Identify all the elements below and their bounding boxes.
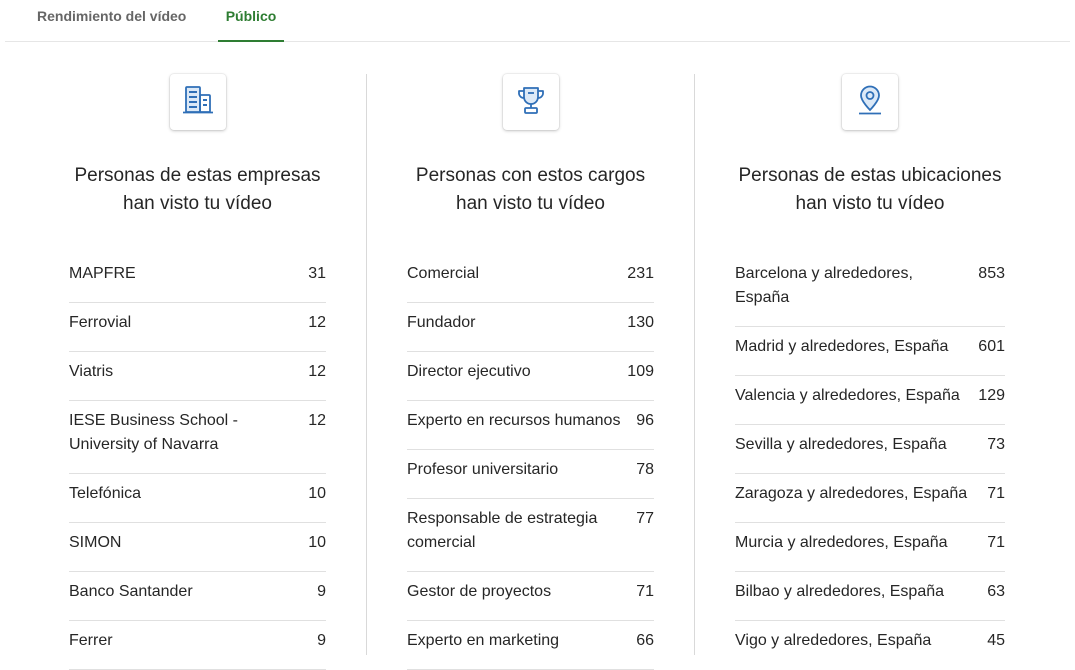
viewer-count: 31 xyxy=(308,265,326,282)
viewer-count: 109 xyxy=(627,363,654,380)
job-title: Gestor de proyectos xyxy=(407,583,552,600)
location-name: Valencia y alrededores, España xyxy=(735,387,960,404)
companies-icon-card xyxy=(170,74,226,130)
viewer-count: 78 xyxy=(636,461,654,478)
viewer-count: 73 xyxy=(987,436,1005,453)
list-item: Profesor universitario 78 xyxy=(407,450,654,499)
job-title: Fundador xyxy=(407,314,476,331)
location-name: Madrid y alrededores, España xyxy=(735,338,949,355)
list-item: Comercial 231 xyxy=(407,254,654,303)
company-name: MAPFRE xyxy=(69,265,136,282)
location-name: Bilbao y alrededores, España xyxy=(735,583,945,600)
job-title: Comercial xyxy=(407,265,480,282)
list-item: Vigo y alrededores, España 45 xyxy=(735,621,1005,669)
list-item: Bilbao y alrededores, España 63 xyxy=(735,572,1005,621)
job-title: Experto en marketing xyxy=(407,632,560,649)
viewer-count: 45 xyxy=(987,632,1005,649)
building-icon xyxy=(181,83,215,122)
list-item: Experto en marketing 66 xyxy=(407,621,654,670)
heading-line: Personas con estos cargos xyxy=(415,165,646,186)
list-item: Viatris 12 xyxy=(69,352,326,401)
location-name: Zaragoza y alrededores, España xyxy=(735,485,968,502)
list-item: Telefónica 10 xyxy=(69,474,326,523)
list-item: Director ejecutivo 109 xyxy=(407,352,654,401)
viewer-count: 601 xyxy=(978,338,1005,355)
list-item: Zaragoza y alrededores, España 71 xyxy=(735,474,1005,523)
location-name: Vigo y alrededores, España xyxy=(735,632,932,649)
viewer-count: 853 xyxy=(978,265,1005,282)
tab-audience[interactable]: Público xyxy=(218,0,284,42)
list-item: IESE Business School - University of Nav… xyxy=(69,401,326,474)
job-title: Director ejecutivo xyxy=(407,363,531,380)
companies-list: MAPFRE 31 Ferrovial 12 Viatris 12 IESE Busi… xyxy=(69,254,326,670)
viewer-count: 12 xyxy=(308,314,326,331)
viewer-count: 71 xyxy=(636,583,654,600)
company-name: SIMON xyxy=(69,534,122,551)
company-name: IESE Business School - University of Nav… xyxy=(69,412,238,453)
list-item: Responsable de estrategia comercial 77 xyxy=(407,499,654,572)
viewer-count: 12 xyxy=(308,412,326,429)
viewer-count: 12 xyxy=(308,363,326,380)
viewer-count: 9 xyxy=(317,583,326,600)
viewer-count: 10 xyxy=(308,534,326,551)
company-name: Telefónica xyxy=(69,485,142,502)
list-item: Gestor de proyectos 71 xyxy=(407,572,654,621)
companies-heading: Personas de estas empresas han visto tu … xyxy=(69,162,326,218)
list-item: Experto en recursos humanos 96 xyxy=(407,401,654,450)
locations-icon-card xyxy=(842,74,898,130)
list-item: Ferrer 9 xyxy=(69,621,326,670)
list-item: SIMON 10 xyxy=(69,523,326,572)
job-titles-icon-card xyxy=(503,74,559,130)
list-item: Banco Santander 9 xyxy=(69,572,326,621)
job-title: Responsable de estrategia comercial xyxy=(407,510,598,551)
column-divider xyxy=(366,74,367,655)
job-titles-list: Comercial 231 Fundador 130 Director ejecut… xyxy=(407,254,654,670)
list-item: MAPFRE 31 xyxy=(69,254,326,303)
list-item: Ferrovial 12 xyxy=(69,303,326,352)
location-pin-icon xyxy=(853,83,887,122)
heading-line: Personas de estas ubicaciones xyxy=(738,165,1002,186)
company-name: Ferrer xyxy=(69,632,113,649)
viewer-count: 130 xyxy=(627,314,654,331)
heading-line: han visto tu vídeo xyxy=(123,193,272,214)
company-name: Viatris xyxy=(69,363,114,380)
job-title: Experto en recursos humanos xyxy=(407,412,621,429)
viewer-count: 231 xyxy=(627,265,654,282)
locations-list: Barcelona y alrededores, España 853 Madri… xyxy=(735,254,1005,669)
column-divider xyxy=(694,74,695,655)
job-title: Profesor universitario xyxy=(407,461,559,478)
heading-line: Personas de estas empresas xyxy=(74,165,321,186)
job-titles-heading: Personas con estos cargos han visto tu v… xyxy=(407,162,654,218)
viewer-count: 66 xyxy=(636,632,654,649)
heading-line: han visto tu vídeo xyxy=(456,193,605,214)
location-name: Murcia y alrededores, España xyxy=(735,534,948,551)
location-name: Barcelona y alrededores, España xyxy=(735,265,913,306)
list-item: Barcelona y alrededores, España 853 xyxy=(735,254,1005,327)
viewer-count: 96 xyxy=(636,412,654,429)
tab-bar: Rendimiento del vídeo Público xyxy=(5,0,1070,42)
list-item: Fundador 130 xyxy=(407,303,654,352)
viewer-count: 10 xyxy=(308,485,326,502)
location-name: Sevilla y alrededores, España xyxy=(735,436,947,453)
trophy-icon xyxy=(514,83,548,122)
viewer-count: 71 xyxy=(987,534,1005,551)
list-item: Sevilla y alrededores, España 73 xyxy=(735,425,1005,474)
viewer-count: 77 xyxy=(636,510,654,527)
heading-line: han visto tu vídeo xyxy=(795,193,945,214)
list-item: Madrid y alrededores, España 601 xyxy=(735,327,1005,376)
viewer-count: 63 xyxy=(987,583,1005,600)
viewer-count: 9 xyxy=(317,632,326,649)
tab-video-performance[interactable]: Rendimiento del vídeo xyxy=(37,8,187,24)
list-item: Valencia y alrededores, España 129 xyxy=(735,376,1005,425)
viewer-count: 129 xyxy=(978,387,1005,404)
locations-heading: Personas de estas ubicaciones han visto … xyxy=(735,162,1005,218)
list-item: Murcia y alrededores, España 71 xyxy=(735,523,1005,572)
company-name: Ferrovial xyxy=(69,314,132,331)
viewer-count: 71 xyxy=(987,485,1005,502)
company-name: Banco Santander xyxy=(69,583,193,600)
